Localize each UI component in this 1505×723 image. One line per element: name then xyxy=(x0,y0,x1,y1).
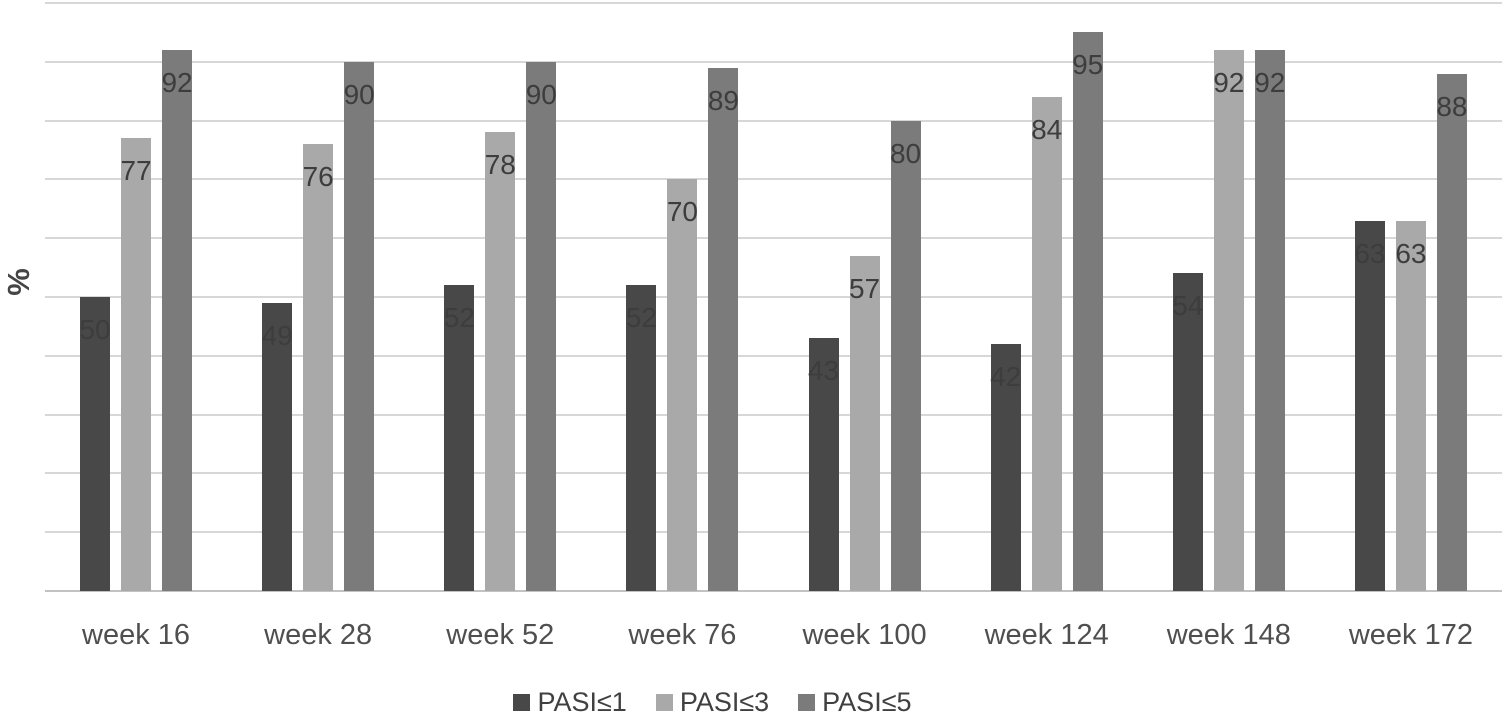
bar: 63 xyxy=(1395,220,1427,591)
bar: 76 xyxy=(302,144,334,591)
bar: 84 xyxy=(1031,97,1063,591)
bar-value-label: 57 xyxy=(848,272,881,304)
bar-value-label: 92 xyxy=(1213,67,1245,99)
bar-value-label: 52 xyxy=(625,302,658,334)
bar: 57 xyxy=(848,255,881,591)
bar: 88 xyxy=(1436,73,1468,591)
bar-value-label: 95 xyxy=(1072,49,1104,81)
bar-value-label: 89 xyxy=(707,84,740,116)
x-axis: week 16 week 28 week 52 week 76 week 100 week… xyxy=(45,614,1502,656)
bar-value-label: 50 xyxy=(79,314,111,345)
bar: 77 xyxy=(120,138,152,591)
bar-value-label: 52 xyxy=(443,302,475,334)
gridline xyxy=(45,531,1502,534)
gridline xyxy=(45,472,1502,475)
x-axis-label: week 124 xyxy=(984,618,1109,651)
gridline xyxy=(45,2,1502,4)
bar-group: 50 77 92 xyxy=(45,3,227,591)
legend-item: PASI≤1 xyxy=(513,687,627,718)
legend-swatch-icon xyxy=(798,694,816,711)
bar: 50 xyxy=(79,297,111,591)
gridline xyxy=(45,296,1502,298)
bar-group: 52 70 89 xyxy=(591,3,773,591)
legend-swatch-icon xyxy=(655,694,673,711)
bar-group: 52 78 90 xyxy=(409,3,591,591)
bar-value-label: 92 xyxy=(1254,67,1286,99)
bar: 52 xyxy=(443,285,475,591)
bar-group: 54 92 92 xyxy=(1138,3,1320,591)
gridline xyxy=(45,237,1502,240)
x-axis-label: week 16 xyxy=(82,618,191,651)
bar: 78 xyxy=(484,132,516,591)
bar-value-label: 70 xyxy=(666,196,699,228)
bar: 92 xyxy=(1213,50,1245,591)
legend-label: PASI≤1 xyxy=(537,687,627,717)
plot-area: 50 77 92 49 76 90 52 78 90 52 70 89 43 57 80 42 84 95 54 92… xyxy=(45,2,1502,592)
bar-value-label: 90 xyxy=(525,78,557,110)
bar: 43 xyxy=(807,338,840,591)
legend-label: PASI≤3 xyxy=(679,687,770,717)
bar-value-label: 49 xyxy=(261,319,293,351)
bar: 92 xyxy=(161,50,193,591)
bar: 80 xyxy=(889,120,922,591)
bar-value-label: 42 xyxy=(990,361,1022,393)
bar-value-label: 84 xyxy=(1031,114,1063,146)
bar-value-label: 90 xyxy=(343,78,375,110)
bar: 49 xyxy=(261,302,293,591)
bar: 92 xyxy=(1254,50,1286,591)
legend: PASI≤1 PASI≤3 PASI≤5 xyxy=(0,687,1465,718)
gridline xyxy=(45,60,1502,63)
bar-group: 49 76 90 xyxy=(227,3,409,591)
legend-label: PASI≤5 xyxy=(822,687,912,717)
bar-group: 63 63 88 xyxy=(1320,3,1502,591)
bar-value-label: 43 xyxy=(807,355,840,387)
bar-value-label: 92 xyxy=(161,67,193,99)
gridline xyxy=(45,354,1502,357)
bar: 90 xyxy=(343,61,375,591)
x-axis-label: week 100 xyxy=(802,618,927,651)
y-axis-title: % xyxy=(1,268,36,296)
legend-item: PASI≤5 xyxy=(798,687,912,718)
bar: 70 xyxy=(666,179,699,591)
x-axis-label: week 172 xyxy=(1348,618,1474,651)
bar: 63 xyxy=(1354,220,1386,591)
bar-value-label: 63 xyxy=(1354,237,1386,269)
bar-group: 43 57 80 xyxy=(774,3,956,591)
gridline xyxy=(45,178,1502,181)
bar: 42 xyxy=(990,344,1022,591)
legend-item: PASI≤3 xyxy=(655,687,770,718)
bar-value-label: 54 xyxy=(1172,290,1204,322)
bar-value-label: 80 xyxy=(889,137,922,169)
bar-value-label: 88 xyxy=(1436,90,1468,122)
legend-swatch-icon xyxy=(513,694,531,711)
x-axis-label: week 148 xyxy=(1166,618,1291,651)
bar-value-label: 77 xyxy=(120,155,152,187)
bar-value-label: 63 xyxy=(1395,237,1427,269)
gridline xyxy=(45,413,1502,416)
gridline xyxy=(45,119,1502,122)
bar-group: 42 84 95 xyxy=(956,3,1138,591)
bar: 95 xyxy=(1072,32,1104,591)
bar: 90 xyxy=(525,61,557,591)
bar: 89 xyxy=(707,67,740,591)
x-axis-label: week 76 xyxy=(628,618,737,651)
x-axis-label: week 52 xyxy=(446,618,555,651)
x-axis-label: week 28 xyxy=(264,618,373,651)
bar: 54 xyxy=(1172,273,1204,591)
bar-value-label: 78 xyxy=(484,149,516,181)
bar: 52 xyxy=(625,285,658,591)
x-axis-line xyxy=(45,590,1502,592)
bar-value-label: 76 xyxy=(302,161,334,193)
